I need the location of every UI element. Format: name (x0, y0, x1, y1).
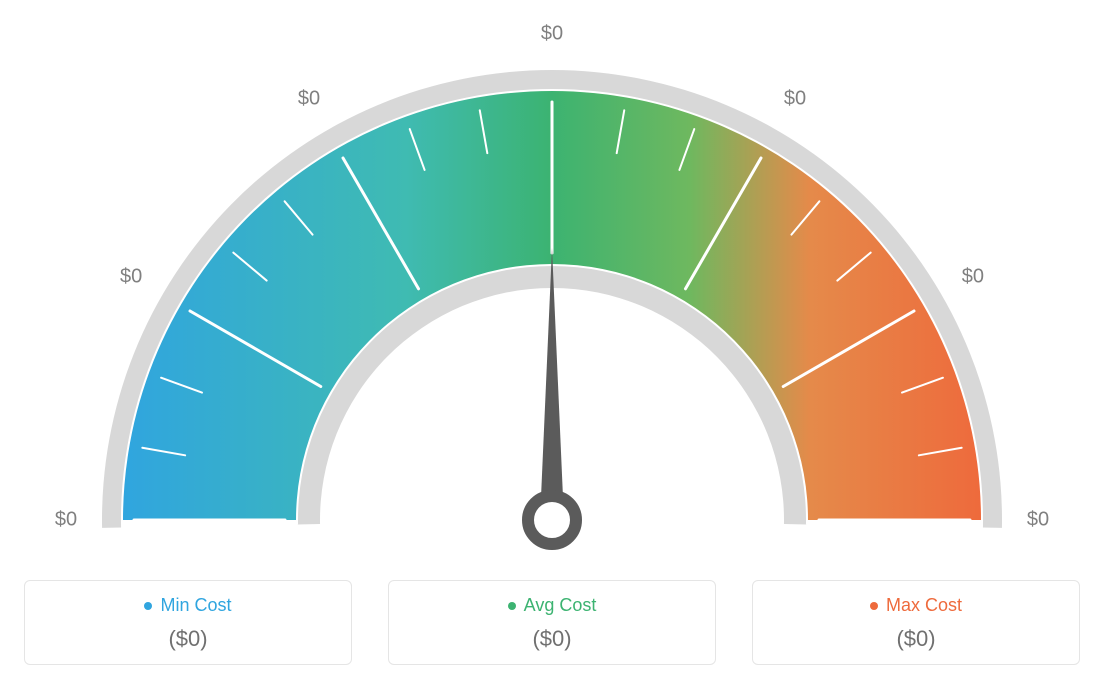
legend-value-max: ($0) (763, 626, 1069, 652)
legend-card-max: Max Cost ($0) (752, 580, 1080, 665)
gauge-chart: $0 $0 $0 $0 $0 $0 $0 (52, 20, 1052, 580)
gauge-tick-label: $0 (55, 509, 77, 532)
legend-card-min: Min Cost ($0) (24, 580, 352, 665)
gauge-tick-label: $0 (1027, 509, 1049, 532)
legend-label-max: Max Cost (886, 595, 962, 616)
legend-dot-max (870, 602, 878, 610)
legend-row: Min Cost ($0) Avg Cost ($0) Max Cost ($0… (24, 580, 1080, 665)
gauge-svg (52, 20, 1052, 580)
legend-value-avg: ($0) (399, 626, 705, 652)
gauge-tick-label: $0 (120, 266, 142, 289)
legend-card-avg: Avg Cost ($0) (388, 580, 716, 665)
legend-label-min: Min Cost (160, 595, 231, 616)
gauge-tick-label: $0 (784, 88, 806, 111)
gauge-tick-label: $0 (962, 266, 984, 289)
legend-dot-min (144, 602, 152, 610)
gauge-tick-label: $0 (541, 23, 563, 46)
legend-value-min: ($0) (35, 626, 341, 652)
gauge-tick-label: $0 (298, 88, 320, 111)
legend-label-avg: Avg Cost (524, 595, 597, 616)
legend-dot-avg (508, 602, 516, 610)
